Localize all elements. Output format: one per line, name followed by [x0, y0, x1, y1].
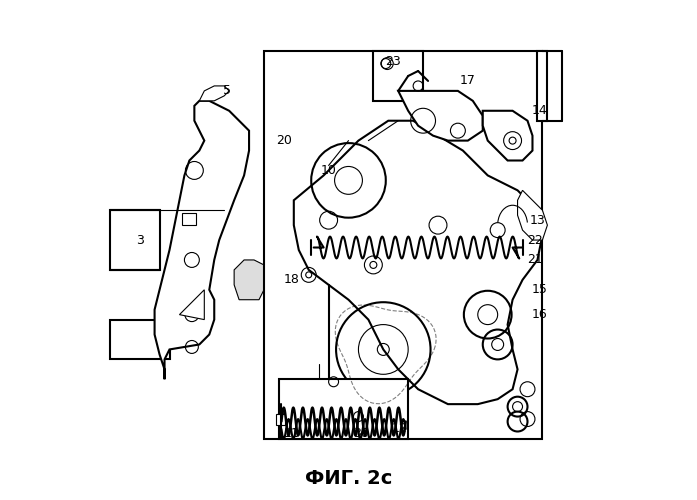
- Polygon shape: [398, 91, 483, 140]
- Text: 11: 11: [284, 428, 299, 440]
- Text: ФИГ. 2с: ФИГ. 2с: [305, 469, 392, 488]
- Bar: [110, 320, 169, 360]
- Bar: [110, 210, 160, 270]
- Polygon shape: [234, 260, 264, 300]
- Text: 22: 22: [527, 234, 543, 246]
- Text: 20: 20: [276, 134, 292, 147]
- Text: 23: 23: [385, 54, 401, 68]
- Text: 12: 12: [391, 422, 407, 436]
- Text: 5: 5: [222, 84, 231, 98]
- Polygon shape: [179, 290, 204, 320]
- Polygon shape: [155, 101, 249, 379]
- Bar: [182, 212, 196, 225]
- Bar: [537, 51, 547, 120]
- Polygon shape: [294, 120, 542, 404]
- Text: 14: 14: [532, 104, 548, 118]
- Polygon shape: [483, 111, 533, 160]
- Bar: [277, 414, 285, 425]
- Text: 13: 13: [530, 214, 545, 226]
- Polygon shape: [199, 86, 229, 101]
- Text: 15: 15: [532, 284, 548, 296]
- Text: 10: 10: [321, 164, 337, 177]
- Bar: [264, 51, 542, 439]
- Bar: [374, 51, 423, 101]
- Text: 16: 16: [532, 308, 548, 321]
- Bar: [279, 380, 408, 439]
- Text: 3: 3: [136, 234, 144, 246]
- Text: 30: 30: [353, 428, 369, 440]
- Polygon shape: [518, 190, 547, 240]
- Text: 18: 18: [284, 274, 299, 286]
- Text: 17: 17: [460, 74, 476, 88]
- Text: 21: 21: [527, 254, 543, 266]
